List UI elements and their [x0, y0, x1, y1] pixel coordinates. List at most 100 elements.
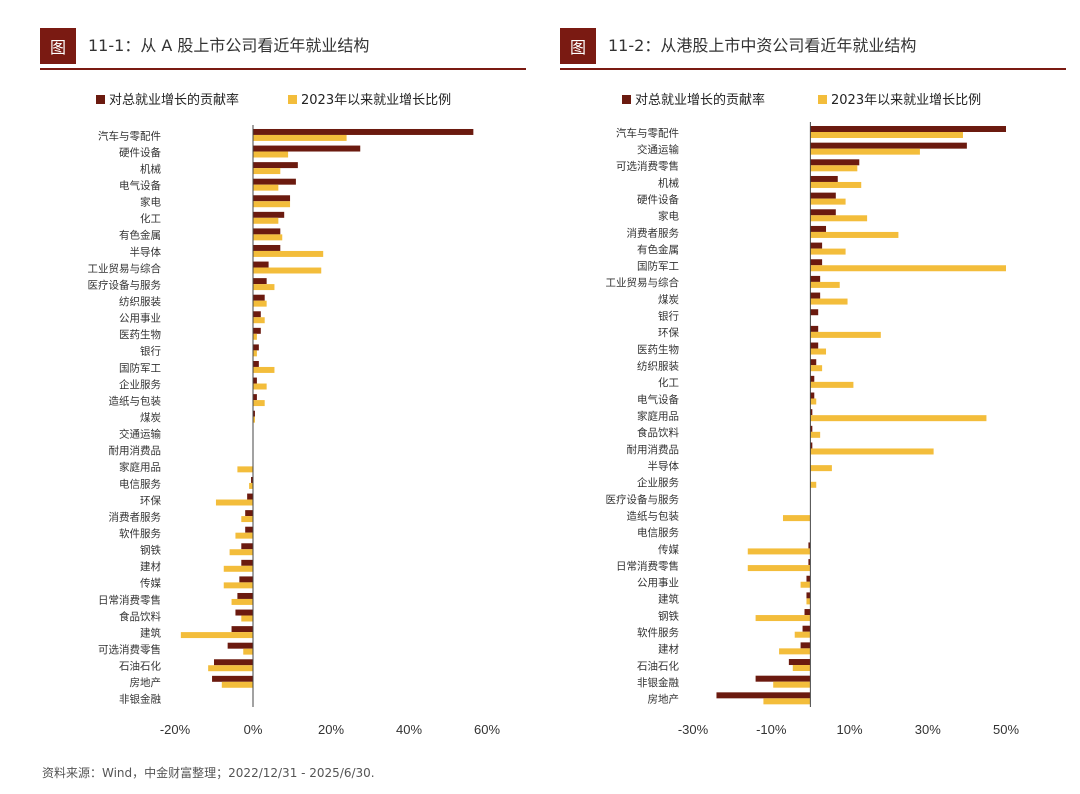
bar-share — [253, 267, 322, 274]
category-label: 家电 — [140, 196, 161, 209]
bar-share — [755, 615, 811, 622]
category-label: 房地产 — [130, 676, 162, 689]
bar-share — [810, 331, 881, 338]
category-label: 家电 — [658, 210, 679, 223]
bar-contribution — [237, 592, 253, 599]
legend-swatch — [96, 95, 105, 104]
category-label: 造纸与包装 — [109, 394, 162, 407]
bar-share — [243, 648, 253, 655]
bar-share — [747, 548, 811, 555]
bar-contribution — [235, 609, 253, 616]
bar-share — [810, 181, 862, 188]
figure-header: 图 11-1：从 A 股上市公司看近年就业结构 — [40, 28, 526, 70]
bar-contribution — [808, 559, 811, 566]
bar-share — [253, 168, 281, 175]
category-label: 非银金融 — [119, 693, 161, 706]
category-label: 环保 — [140, 494, 161, 507]
category-label: 造纸与包装 — [627, 509, 680, 522]
bar-share — [253, 151, 289, 158]
figure-title: 11-2：从港股上市中资公司看近年就业结构 — [608, 36, 917, 55]
legend-swatch — [288, 95, 297, 104]
category-label: 软件服务 — [637, 626, 679, 639]
category-label: 纺织服装 — [119, 295, 161, 308]
category-label: 日常消费零售 — [98, 593, 161, 606]
category-label: 交通运输 — [637, 143, 679, 156]
category-label: 传媒 — [140, 577, 161, 590]
category-label: 煤炭 — [658, 293, 679, 306]
bar-contribution — [253, 311, 261, 318]
bar-share — [241, 516, 253, 523]
bar-share — [253, 201, 291, 208]
bar-share — [253, 184, 279, 191]
category-label: 企业服务 — [119, 378, 161, 391]
x-tick-label: 10% — [836, 722, 862, 737]
bar-share — [810, 415, 987, 422]
bar-share — [237, 466, 253, 473]
bar-chart-a-share: 对总就业增长的贡献率 2023年以来就业增长比例汽车与零配件硬件设备机械电气设备家… — [88, 92, 501, 737]
category-label: 消费者服务 — [627, 226, 680, 239]
bar-contribution — [806, 575, 811, 582]
x-tick-label: 50% — [993, 722, 1019, 737]
bar-contribution — [253, 261, 269, 268]
bar-share — [253, 366, 275, 373]
bar-contribution — [241, 559, 253, 566]
bar-share — [208, 665, 253, 672]
bar-contribution — [251, 476, 253, 483]
chart-panel-right: 图 11-2：从港股上市中资公司看近年就业结构 对总就业增长的贡献率 2023年以… — [540, 0, 1080, 760]
bar-share — [253, 300, 267, 307]
bar-contribution — [253, 178, 296, 185]
category-label: 可选消费零售 — [616, 160, 679, 173]
bar-share — [782, 515, 811, 522]
bar-share — [773, 681, 811, 688]
bar-share — [253, 383, 267, 390]
category-label: 食品饮料 — [637, 426, 679, 439]
legend-swatch — [818, 95, 827, 104]
x-tick-label: 40% — [396, 722, 422, 737]
bar-share — [253, 250, 324, 257]
category-label: 汽车与零配件 — [98, 129, 161, 142]
figure-header: 图 11-2：从港股上市中资公司看近年就业结构 — [560, 28, 1066, 70]
bar-share — [810, 248, 846, 255]
category-label: 耐用消费品 — [627, 443, 680, 456]
bar-share — [241, 615, 253, 622]
title-rule — [560, 68, 1066, 70]
bar-contribution — [804, 609, 811, 616]
bar-share — [253, 317, 265, 324]
bar-share — [215, 499, 253, 506]
bar-contribution — [810, 375, 815, 382]
x-tick-label: -30% — [678, 722, 709, 737]
category-label: 消费者服务 — [109, 510, 162, 523]
bar-share — [810, 265, 1006, 272]
bar-share — [810, 448, 934, 455]
category-label: 化工 — [140, 212, 161, 225]
bar-share — [253, 416, 255, 423]
bar-contribution — [253, 360, 259, 367]
bar-contribution — [253, 394, 257, 401]
category-label: 医疗设备与服务 — [606, 493, 680, 506]
category-label: 化工 — [658, 376, 679, 389]
bar-contribution — [253, 195, 291, 202]
category-label: 工业贸易与综合 — [88, 262, 162, 275]
bar-contribution — [810, 192, 836, 199]
category-label: 石油石化 — [637, 659, 679, 672]
bar-share — [810, 165, 858, 172]
category-label: 半导体 — [648, 459, 680, 472]
bar-contribution — [253, 377, 257, 384]
category-label: 家庭用品 — [637, 410, 679, 423]
bar-share — [747, 565, 811, 572]
bar-share — [810, 148, 920, 155]
bar-share — [806, 598, 811, 605]
bar-contribution — [253, 344, 259, 351]
category-label: 有色金属 — [637, 243, 679, 256]
category-label: 石油石化 — [119, 660, 161, 673]
bar-contribution — [800, 642, 811, 649]
bar-contribution — [810, 125, 1006, 132]
bar-share — [221, 681, 253, 688]
category-label: 硬件设备 — [119, 146, 161, 159]
bar-chart-hk-share: 对总就业增长的贡献率 2023年以来就业增长比例汽车与零配件交通运输可选消费零售机… — [606, 92, 1020, 737]
bar-share — [253, 217, 279, 224]
bar-share — [253, 284, 275, 291]
bar-share — [249, 482, 253, 489]
bar-contribution — [239, 576, 253, 583]
bar-contribution — [802, 625, 811, 632]
